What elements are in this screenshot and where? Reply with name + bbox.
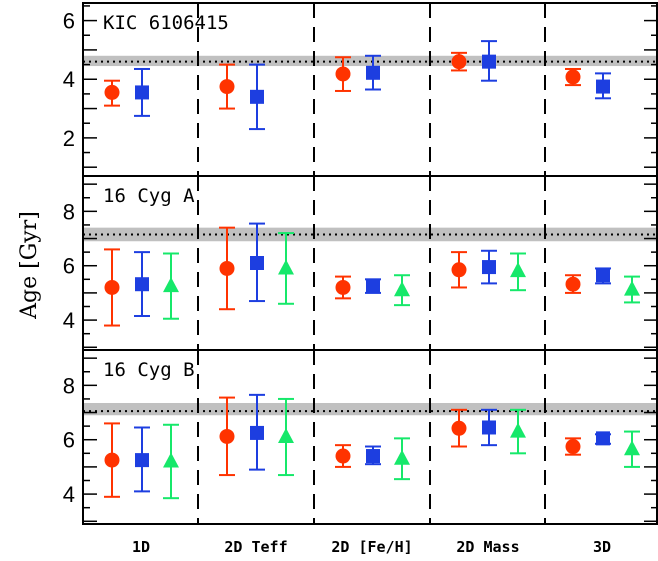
data-point-circle: [219, 260, 235, 276]
category-label: 2D [Fe/H]: [331, 538, 412, 556]
data-point-square: [596, 431, 610, 446]
data-point-triangle: [278, 428, 294, 443]
category-label: 2D Teff: [224, 538, 287, 556]
data-point-circle: [565, 439, 581, 455]
data-point-circle: [104, 84, 120, 100]
data-point-circle: [219, 428, 235, 444]
data-point-square: [482, 420, 496, 435]
data-point-square: [366, 449, 380, 464]
y-tick-label: 6: [63, 254, 75, 279]
panel-2: 4 6 8 16 Cyg A: [63, 175, 658, 351]
category-label: 3D: [593, 538, 611, 556]
data-point-square: [366, 65, 380, 80]
data-point-square: [135, 453, 149, 468]
data-point-triangle: [278, 259, 294, 275]
data-point-square: [250, 425, 264, 440]
reference-band: [83, 403, 658, 416]
y-tick-label: 4: [63, 482, 75, 507]
data-point-square: [596, 79, 610, 94]
y-tick-label: 6: [63, 9, 75, 34]
data-point-triangle: [394, 281, 410, 297]
data-point-square: [366, 279, 380, 294]
data-point-square: [135, 277, 149, 292]
data-point-triangle: [624, 280, 640, 296]
data-point-circle: [104, 452, 120, 468]
data-point-square: [250, 256, 264, 270]
data-point-square: [250, 89, 264, 104]
data-point-circle: [335, 66, 351, 82]
data-point-square: [482, 54, 496, 69]
y-tick-label: 2: [63, 126, 75, 151]
data-point-circle: [335, 448, 351, 464]
data-point-circle: [451, 54, 467, 70]
category-label: 1D: [132, 538, 150, 556]
data-point-square: [135, 85, 149, 100]
panel-1: 2 4 6 KIC 6106415: [63, 2, 658, 177]
data-point-triangle: [510, 422, 526, 438]
reference-band: [83, 55, 658, 67]
panel-frame: [82, 349, 658, 525]
data-point-triangle: [624, 440, 640, 456]
panel-label: 16 Cyg B: [103, 359, 195, 381]
data-point-circle: [335, 279, 351, 295]
data-point-triangle: [163, 277, 179, 293]
category-label: 2D Mass: [456, 538, 519, 556]
y-tick-label: 4: [63, 308, 75, 333]
y-tick-label: 6: [63, 428, 75, 453]
y-tick-label: 4: [63, 67, 75, 92]
data-point-square: [482, 260, 496, 275]
data-point-circle: [219, 79, 235, 95]
data-point-circle: [565, 69, 581, 85]
panel-label: 16 Cyg A: [103, 185, 195, 207]
reference-band: [83, 227, 658, 242]
y-tick-label: 8: [63, 373, 75, 398]
data-point-circle: [565, 276, 581, 292]
panel-label: KIC 6106415: [103, 12, 229, 34]
data-point-square: [596, 268, 610, 283]
panel-3: 4 6 8 16 Cyg B: [63, 349, 658, 525]
data-point-circle: [104, 279, 120, 295]
data-point-triangle: [510, 262, 526, 278]
data-point-triangle: [394, 449, 410, 465]
data-point-circle: [451, 262, 467, 278]
y-tick-label: 8: [63, 199, 75, 224]
data-point-triangle: [163, 452, 179, 468]
data-point-circle: [451, 420, 467, 436]
y-axis-label: Age [Gyr]: [17, 211, 42, 320]
